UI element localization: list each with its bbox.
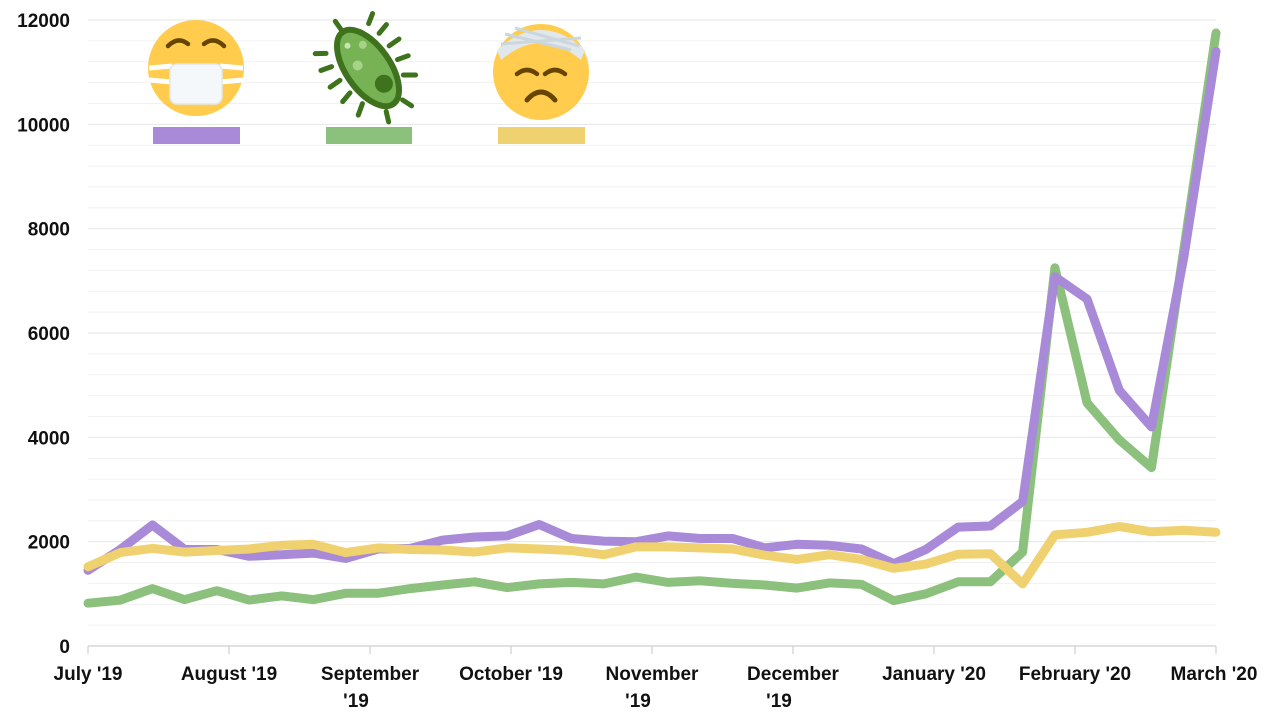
x-tick-label: March '20: [1171, 664, 1258, 685]
y-tick-label: 10000: [17, 115, 70, 136]
x-tick-label: '19: [343, 691, 369, 712]
x-tick-label: '19: [625, 691, 651, 712]
x-tick-label: October '19: [459, 664, 563, 685]
y-tick-label: 8000: [28, 220, 70, 241]
x-tick-label: '19: [766, 691, 792, 712]
x-tick-label: September: [321, 664, 420, 685]
legend-swatch-bandage: [498, 127, 585, 144]
x-tick-label: December: [747, 664, 839, 685]
x-axis: [87, 645, 1217, 654]
series-lines: [83, 28, 1221, 608]
y-tick-label: 0: [59, 637, 70, 658]
y-axis-tick-labels: 0 2000 4000 6000 8000 10000 12000: [17, 11, 70, 658]
series-line-face-with-head-bandage: [83, 522, 1221, 589]
y-tick-label: 2000: [28, 533, 70, 554]
x-axis-tick-labels: July '19 August '19 September '19 October '1…: [54, 664, 1258, 712]
legend-swatch-microbe: [326, 127, 412, 144]
x-tick-label: January '20: [882, 664, 986, 685]
x-tick-label: August '19: [181, 664, 277, 685]
x-tick-label: November: [606, 664, 700, 685]
y-tick-label: 12000: [17, 11, 70, 32]
face-with-medical-mask-icon: [148, 20, 244, 116]
legend-swatch-mask: [153, 127, 240, 144]
x-tick-label: July '19: [54, 664, 123, 685]
microbe-icon: [312, 11, 419, 125]
series-line-microbe: [83, 28, 1221, 608]
face-with-head-bandage-icon: [493, 24, 589, 120]
y-tick-label: 4000: [28, 428, 70, 449]
series-line-face-with-medical-mask: [83, 46, 1221, 575]
y-tick-label: 6000: [28, 324, 70, 345]
x-tick-label: February '20: [1019, 664, 1131, 685]
legend: [148, 11, 589, 144]
